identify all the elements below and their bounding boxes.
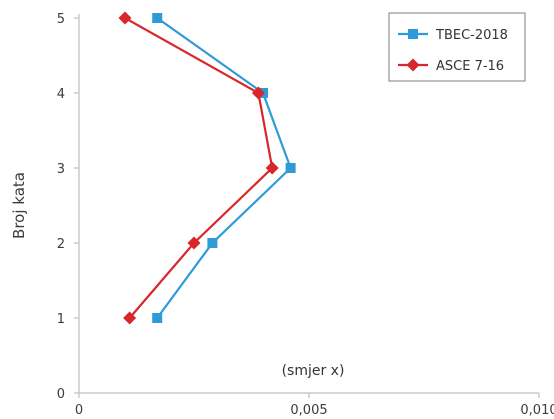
legend-item: ASCE 7-16 <box>398 58 504 74</box>
data-point <box>152 313 163 323</box>
data-point <box>187 236 201 250</box>
direction-annotation: (smjer x) <box>282 363 345 379</box>
data-point <box>152 13 163 23</box>
data-point <box>118 11 132 25</box>
x-tick-labels: 0 0,005 0,010 <box>75 393 554 418</box>
series-line <box>124 17 274 319</box>
data-point <box>207 238 218 248</box>
legend: TBEC-2018 ASCE 7-16 <box>388 12 526 82</box>
plot-area <box>118 11 296 325</box>
y-tick-label: 5 <box>57 12 65 27</box>
legend-marker <box>408 29 418 39</box>
y-tick-label: 3 <box>57 162 65 177</box>
legend-item: TBEC-2018 <box>398 28 508 43</box>
legend-marker <box>406 58 420 72</box>
y-tick-label: 2 <box>57 237 65 252</box>
y-tick-label: 4 <box>57 87 65 102</box>
y-axis-title: Broj kata <box>10 172 28 239</box>
data-point <box>123 311 137 325</box>
legend-label: TBEC-2018 <box>435 28 508 43</box>
legend-label: ASCE 7-16 <box>436 59 504 74</box>
y-tick-label: 0 <box>57 387 65 402</box>
x-tick-label: 0,005 <box>290 403 327 418</box>
data-point <box>285 163 296 173</box>
y-tick-labels: 0 1 2 3 4 5 <box>57 12 79 402</box>
data-point <box>265 161 279 175</box>
series-asce-7-16 <box>118 11 279 325</box>
data-point <box>251 86 265 100</box>
x-tick-label: 0 <box>75 403 83 418</box>
y-tick-label: 1 <box>57 312 65 327</box>
x-tick-label: 0,010 <box>520 403 554 418</box>
